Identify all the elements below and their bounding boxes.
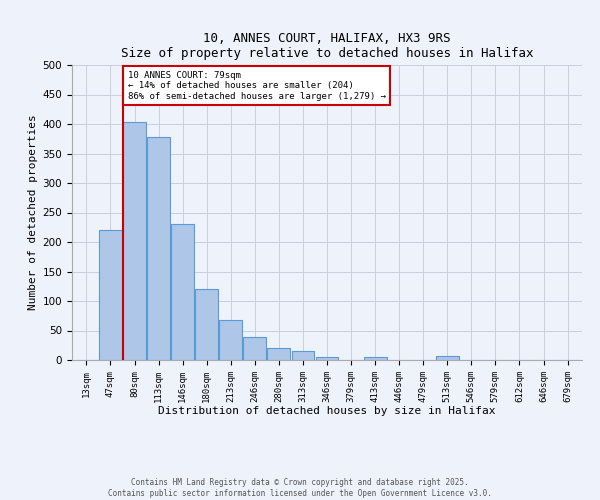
Bar	[316, 357, 338, 360]
Bar	[195, 289, 218, 360]
Bar	[99, 230, 122, 360]
Bar	[436, 356, 459, 360]
Bar	[147, 137, 170, 360]
Bar	[123, 122, 146, 360]
Title: 10, ANNES COURT, HALIFAX, HX3 9RS
Size of property relative to detached houses i: 10, ANNES COURT, HALIFAX, HX3 9RS Size o…	[121, 32, 533, 60]
X-axis label: Distribution of detached houses by size in Halifax: Distribution of detached houses by size …	[158, 406, 496, 416]
Y-axis label: Number of detached properties: Number of detached properties	[28, 114, 38, 310]
Text: 10 ANNES COURT: 79sqm
← 14% of detached houses are smaller (204)
86% of semi-det: 10 ANNES COURT: 79sqm ← 14% of detached …	[128, 71, 386, 101]
Text: Contains HM Land Registry data © Crown copyright and database right 2025.
Contai: Contains HM Land Registry data © Crown c…	[108, 478, 492, 498]
Bar	[364, 357, 386, 360]
Bar	[292, 351, 314, 360]
Bar	[220, 320, 242, 360]
Bar	[268, 348, 290, 360]
Bar	[171, 224, 194, 360]
Bar	[244, 337, 266, 360]
